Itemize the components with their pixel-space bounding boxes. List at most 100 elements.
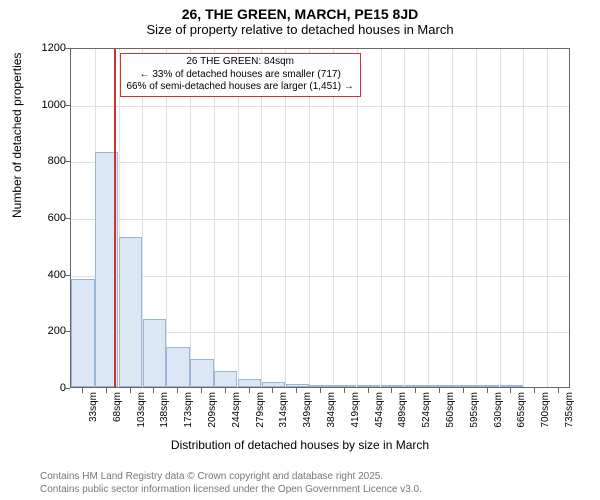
histogram-bar bbox=[238, 379, 261, 388]
x-tick-mark bbox=[106, 388, 107, 393]
histogram-bar bbox=[309, 385, 332, 387]
x-tick-mark bbox=[177, 388, 178, 393]
x-tick-mark bbox=[415, 388, 416, 393]
x-tick-mark bbox=[391, 388, 392, 393]
histogram-bar bbox=[190, 359, 213, 387]
footer-line2: Contains public sector information licen… bbox=[40, 483, 422, 496]
x-tick-mark bbox=[558, 388, 559, 393]
x-tick-label: 700sqm bbox=[540, 392, 551, 432]
x-tick-mark bbox=[510, 388, 511, 393]
x-tick-label: 209sqm bbox=[207, 392, 218, 432]
x-tick-mark bbox=[368, 388, 369, 393]
histogram-bar bbox=[452, 385, 475, 387]
x-tick-mark bbox=[225, 388, 226, 393]
vertical-gridline bbox=[214, 49, 215, 387]
chart-title-sub: Size of property relative to detached ho… bbox=[0, 22, 600, 39]
x-tick-label: 349sqm bbox=[302, 392, 313, 432]
x-tick-label: 384sqm bbox=[326, 392, 337, 432]
vertical-gridline bbox=[357, 49, 358, 387]
x-tick-label: 173sqm bbox=[183, 392, 194, 432]
x-tick-mark bbox=[272, 388, 273, 393]
x-tick-mark bbox=[534, 388, 535, 393]
vertical-gridline bbox=[309, 49, 310, 387]
vertical-gridline bbox=[166, 49, 167, 387]
histogram-bar bbox=[357, 385, 380, 387]
annotation-line1: 26 THE GREEN: 84sqm bbox=[127, 56, 354, 69]
x-axis-label: Distribution of detached houses by size … bbox=[0, 438, 600, 452]
annotation-line3: 66% of semi-detached houses are larger (… bbox=[127, 81, 354, 94]
y-tick-label: 200 bbox=[26, 325, 66, 337]
annotation-line2: ← 33% of detached houses are smaller (71… bbox=[127, 69, 354, 82]
x-tick-mark bbox=[153, 388, 154, 393]
horizontal-gridline bbox=[71, 106, 569, 107]
histogram-bar bbox=[286, 384, 309, 387]
histogram-bar bbox=[143, 319, 166, 387]
histogram-bar bbox=[262, 382, 285, 387]
x-tick-mark bbox=[130, 388, 131, 393]
x-tick-label: 68sqm bbox=[112, 392, 123, 432]
histogram-bar bbox=[119, 237, 142, 387]
histogram-bar bbox=[500, 385, 523, 387]
x-tick-mark bbox=[296, 388, 297, 393]
x-tick-mark bbox=[463, 388, 464, 393]
vertical-gridline bbox=[547, 49, 548, 387]
vertical-gridline bbox=[500, 49, 501, 387]
x-tick-label: 244sqm bbox=[231, 392, 242, 432]
marker-line bbox=[114, 49, 116, 387]
x-tick-mark bbox=[439, 388, 440, 393]
plot-area: 26 THE GREEN: 84sqm ← 33% of detached ho… bbox=[70, 48, 570, 388]
x-tick-label: 630sqm bbox=[493, 392, 504, 432]
histogram-bar bbox=[71, 279, 94, 387]
vertical-gridline bbox=[404, 49, 405, 387]
x-tick-label: 314sqm bbox=[278, 392, 289, 432]
annotation-box: 26 THE GREEN: 84sqm ← 33% of detached ho… bbox=[120, 53, 361, 97]
vertical-gridline bbox=[523, 49, 524, 387]
horizontal-gridline bbox=[71, 219, 569, 220]
horizontal-gridline bbox=[71, 276, 569, 277]
x-tick-mark bbox=[320, 388, 321, 393]
x-tick-mark bbox=[487, 388, 488, 393]
x-tick-label: 454sqm bbox=[374, 392, 385, 432]
histogram-bar bbox=[428, 385, 451, 387]
y-tick-label: 800 bbox=[26, 155, 66, 167]
x-tick-mark bbox=[344, 388, 345, 393]
x-tick-label: 419sqm bbox=[350, 392, 361, 432]
x-tick-mark bbox=[201, 388, 202, 393]
y-tick-mark bbox=[65, 388, 70, 389]
vertical-gridline bbox=[452, 49, 453, 387]
x-tick-label: 33sqm bbox=[88, 392, 99, 432]
x-tick-label: 524sqm bbox=[421, 392, 432, 432]
vertical-gridline bbox=[285, 49, 286, 387]
footer-line1: Contains HM Land Registry data © Crown c… bbox=[40, 470, 422, 483]
vertical-gridline bbox=[381, 49, 382, 387]
x-tick-label: 103sqm bbox=[136, 392, 147, 432]
chart-title-main: 26, THE GREEN, MARCH, PE15 8JD bbox=[0, 0, 600, 22]
chart-container: 26, THE GREEN, MARCH, PE15 8JD Size of p… bbox=[0, 0, 600, 500]
y-tick-label: 600 bbox=[26, 212, 66, 224]
y-axis-label: Number of detached properties bbox=[10, 53, 24, 218]
vertical-gridline bbox=[238, 49, 239, 387]
x-tick-label: 279sqm bbox=[255, 392, 266, 432]
chart-footer: Contains HM Land Registry data © Crown c… bbox=[40, 470, 422, 496]
histogram-bar bbox=[476, 385, 499, 387]
histogram-bar bbox=[214, 371, 237, 387]
x-tick-mark bbox=[82, 388, 83, 393]
vertical-gridline bbox=[333, 49, 334, 387]
y-tick-label: 400 bbox=[26, 269, 66, 281]
histogram-bar bbox=[333, 385, 356, 387]
vertical-gridline bbox=[261, 49, 262, 387]
y-tick-label: 1000 bbox=[26, 99, 66, 111]
x-tick-label: 489sqm bbox=[397, 392, 408, 432]
x-tick-label: 735sqm bbox=[564, 392, 575, 432]
vertical-gridline bbox=[428, 49, 429, 387]
x-tick-label: 665sqm bbox=[516, 392, 527, 432]
x-tick-label: 595sqm bbox=[469, 392, 480, 432]
histogram-bar bbox=[405, 385, 428, 387]
x-tick-mark bbox=[249, 388, 250, 393]
vertical-gridline bbox=[476, 49, 477, 387]
vertical-gridline bbox=[190, 49, 191, 387]
y-tick-label: 0 bbox=[26, 382, 66, 394]
histogram-bar bbox=[381, 385, 404, 387]
y-tick-label: 1200 bbox=[26, 42, 66, 54]
histogram-bar bbox=[166, 347, 189, 387]
